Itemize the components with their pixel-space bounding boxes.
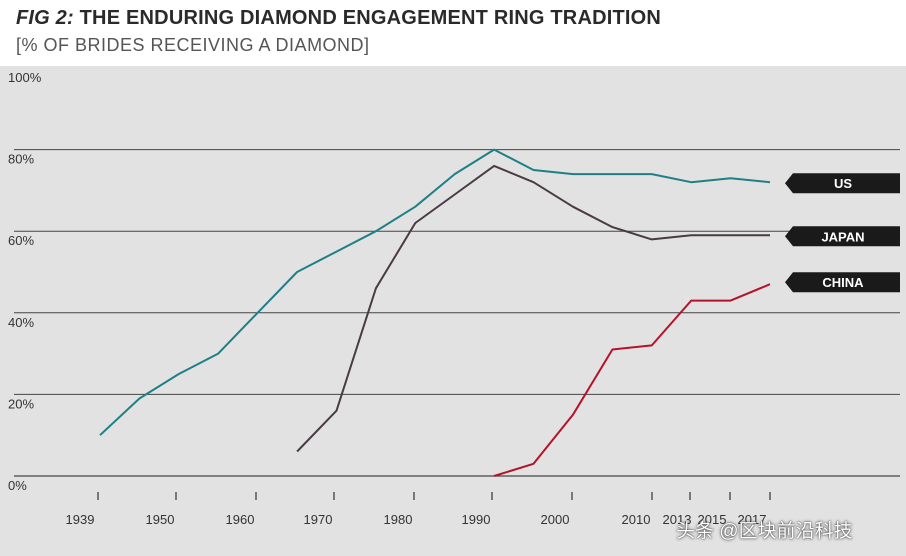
- x-tick-label: 1950: [146, 512, 175, 527]
- plot-background: [0, 66, 906, 556]
- watermark: 头条 @区块前沿科技: [676, 521, 853, 542]
- chart-title-text: THE ENDURING DIAMOND ENGAGEMENT RING TRA…: [79, 7, 662, 29]
- y-tick-label: 80%: [8, 152, 34, 167]
- series-label-us: US: [834, 176, 852, 191]
- chart-subtitle: [% OF BRIDES RECEIVING A DIAMOND]: [16, 35, 370, 55]
- x-tick-label: 2010: [622, 512, 651, 527]
- y-tick-label: 60%: [8, 233, 34, 248]
- y-tick-label: 40%: [8, 315, 34, 330]
- series-label-japan: JAPAN: [821, 229, 864, 244]
- chart-title-fig: FIG 2:: [16, 7, 74, 29]
- y-tick-label: 20%: [8, 396, 34, 411]
- x-tick-label: 2015: [698, 512, 727, 527]
- series-tag-japan: [785, 226, 900, 247]
- series-label-china: CHINA: [822, 275, 864, 290]
- x-tick-label: 2013: [663, 512, 692, 527]
- series-line-japan: [296, 164, 770, 453]
- x-tick-label: 1990: [462, 512, 491, 527]
- chart-header: FIG 2: THE ENDURING DIAMOND ENGAGEMENT R…: [0, 0, 906, 66]
- x-tick-label: 1980: [384, 512, 413, 527]
- series-tag-us: [785, 173, 900, 194]
- y-tick-label: 0%: [8, 478, 27, 493]
- series-line-us: [99, 148, 771, 436]
- series-tag-china: [785, 272, 900, 293]
- x-tick-label: 2000: [541, 512, 570, 527]
- x-tick-label: 1939: [66, 512, 95, 527]
- x-tick-label: 1960: [226, 512, 255, 527]
- y-tick-label: 100%: [8, 70, 42, 85]
- x-tick-label: 2017: [738, 512, 767, 527]
- series-line-china: [493, 283, 771, 477]
- chart-title: FIG 2: THE ENDURING DIAMOND ENGAGEMENT R…: [16, 7, 661, 30]
- x-tick-label: 1970: [304, 512, 333, 527]
